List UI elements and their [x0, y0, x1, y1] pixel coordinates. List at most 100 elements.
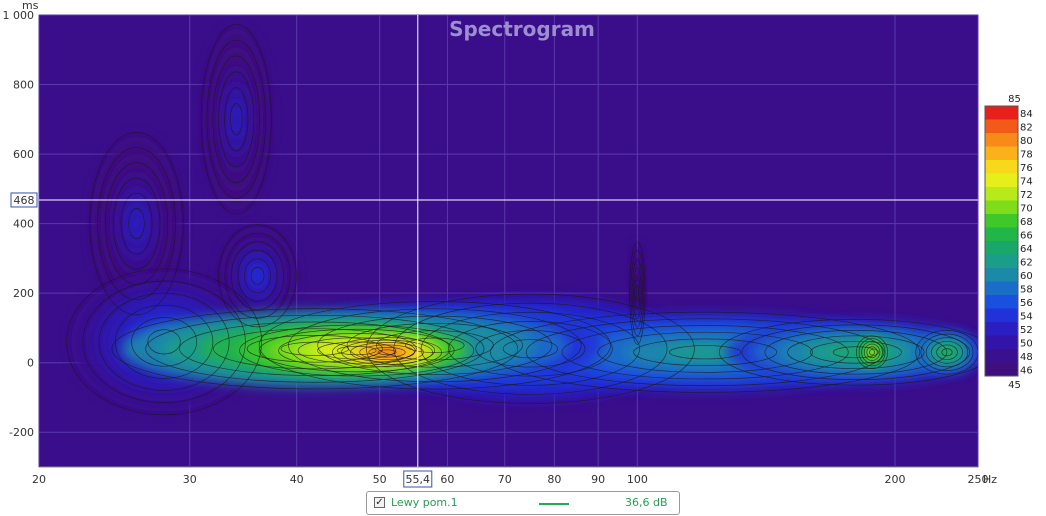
- colorbar-swatch: [985, 106, 1018, 120]
- colorbar-swatch: [985, 349, 1018, 363]
- contour-line: [258, 301, 611, 390]
- colorbar-min-label: 45: [1008, 380, 1021, 391]
- colorbar-swatch: [985, 322, 1018, 336]
- heatmap-blob: [250, 266, 265, 286]
- contour-line: [856, 335, 889, 370]
- contour-line: [350, 342, 424, 363]
- contour-line: [920, 333, 974, 371]
- x-tick-label: 30: [183, 473, 197, 486]
- contour-line: [368, 347, 406, 358]
- y-tick-label: 1 000: [3, 9, 35, 22]
- legend-series-name: Lewy pom.1: [391, 496, 458, 509]
- contour-line: [332, 337, 443, 368]
- x-tick-label: 200: [885, 473, 906, 486]
- legend: ✓ Lewy pom.1 36,6 dB: [366, 491, 680, 515]
- contour-line: [346, 323, 524, 368]
- contour-line: [633, 338, 778, 366]
- contour-line: [239, 324, 475, 377]
- x-tick-label: 90: [591, 473, 605, 486]
- y-tick-label: 800: [13, 79, 34, 92]
- contour-line: [89, 131, 184, 316]
- colorbar-tick-label: 68: [1020, 217, 1033, 228]
- contour-line: [858, 338, 886, 367]
- heatmap-blob: [635, 283, 639, 303]
- contour-line: [936, 344, 958, 360]
- colorbar-tick-label: 82: [1020, 122, 1033, 133]
- contour-line: [832, 346, 879, 359]
- contour-line: [128, 208, 145, 240]
- colorbar: 84 82 80 78 76 74 72 70 68 66 64 62 60 58 56 54 52 50 48 46…: [984, 94, 1033, 391]
- contour-line: [525, 318, 885, 387]
- contour-line: [866, 346, 878, 359]
- contour-line: [317, 341, 397, 360]
- contour-line: [809, 340, 902, 364]
- heatmap-blob: [229, 101, 243, 138]
- contour-line: [224, 232, 291, 319]
- colorbar-swatch: [985, 214, 1018, 228]
- contour-line: [237, 249, 278, 302]
- contour-line: [258, 328, 455, 373]
- colorbar-tick-label: 72: [1020, 190, 1033, 201]
- y-axis-ticks: 1 000 800 600 400 200 0 -200: [3, 9, 35, 439]
- colorbar-tick-label: 70: [1020, 203, 1033, 214]
- contour-line: [630, 250, 645, 337]
- contour-line: [98, 292, 230, 391]
- cursor-y-label-box: [10, 192, 38, 208]
- contour-line: [668, 345, 742, 360]
- contour-line: [475, 330, 586, 368]
- x-tick-label: 70: [498, 473, 512, 486]
- colorbar-tick-label: 66: [1020, 230, 1033, 241]
- contour-line: [218, 224, 297, 328]
- contour-line: [244, 258, 271, 294]
- contour-line: [359, 344, 415, 360]
- contour-line: [366, 293, 695, 404]
- contour-line: [111, 308, 519, 390]
- colorbar-swatch: [985, 335, 1018, 350]
- contour-line: [278, 333, 436, 368]
- contour-line: [341, 339, 433, 365]
- contour-line: [597, 331, 813, 373]
- contour-line: [764, 330, 948, 375]
- colorbar-max-label: 85: [1008, 94, 1021, 105]
- legend-checkbox[interactable]: ✓: [374, 497, 385, 508]
- colorbar-tick-label: 46: [1020, 365, 1033, 376]
- colorbar-tick-label: 56: [1020, 298, 1033, 309]
- contour-line: [206, 39, 266, 199]
- heatmap-blob: [127, 206, 146, 241]
- colorbar-swatch: [985, 254, 1018, 269]
- x-tick-label: 80: [547, 473, 561, 486]
- contour-line: [377, 349, 397, 356]
- y-tick-label: 600: [13, 148, 34, 161]
- chart-title: Spectrogram: [449, 17, 595, 41]
- contour-line: [97, 147, 176, 301]
- heatmap-blob: [664, 344, 747, 360]
- contour-line: [561, 325, 849, 380]
- colorbar-swatch: [985, 227, 1018, 242]
- y-tick-label: 0: [27, 357, 34, 370]
- contour-line: [66, 268, 263, 416]
- colorbar-swatch: [985, 268, 1018, 282]
- heatmap-blob: [869, 349, 876, 356]
- colorbar-swatch: [985, 146, 1018, 161]
- contour-line: [179, 321, 451, 376]
- colorbar-tick-label: 64: [1020, 244, 1033, 255]
- crosshair-cursor[interactable]: 468 55,4: [10, 15, 978, 488]
- colorbar-swatch: [985, 308, 1018, 323]
- contour-line: [280, 341, 350, 356]
- colorbar-frame: [984, 105, 1019, 377]
- contour-line: [224, 87, 249, 152]
- colorbar-swatch: [985, 281, 1018, 296]
- colorbar-swatch: [985, 362, 1018, 377]
- contour-line: [448, 321, 613, 377]
- contour-line: [288, 308, 582, 383]
- x-tick-label: 50: [373, 473, 387, 486]
- y-axis-unit: ms: [22, 0, 39, 12]
- contour-lines: [66, 24, 978, 416]
- colorbar-swatch: [985, 200, 1018, 215]
- cursor-x-label: 55,4: [406, 473, 431, 486]
- contour-line: [635, 284, 639, 303]
- colorbar-swatch: [985, 187, 1018, 201]
- x-axis-ticks: 20 30 40 50 60 70 80 90 100 200 250: [32, 473, 989, 486]
- colorbar-swatch: [985, 241, 1018, 255]
